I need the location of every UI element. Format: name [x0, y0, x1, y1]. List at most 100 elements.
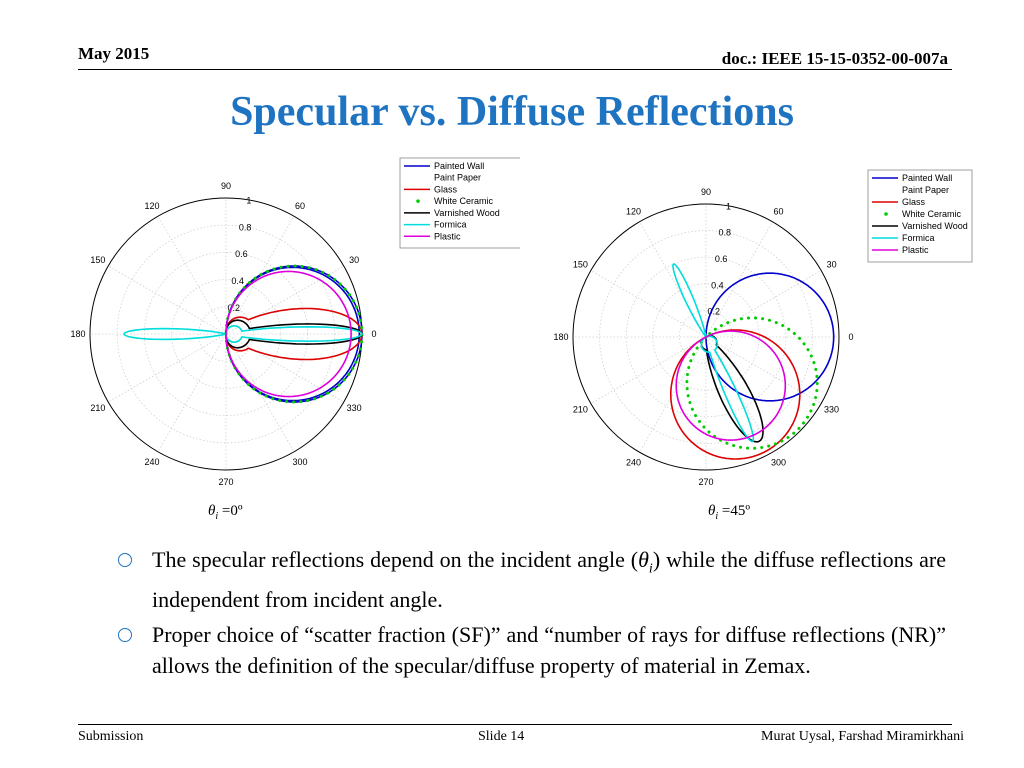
radial-tick-label: 0.4 — [711, 280, 724, 290]
legend-entry: Painted Wall — [902, 173, 952, 183]
angle-tick-label: 210 — [90, 403, 105, 413]
grid-spoke — [225, 265, 344, 335]
grid-circle — [198, 306, 254, 362]
radial-tick-label: 0.8 — [719, 228, 732, 238]
angle-tick-label: 300 — [292, 457, 307, 467]
legend-entry: Varnished Wood — [902, 221, 968, 231]
angle-tick-label: 330 — [347, 403, 362, 413]
angle-tick-label: 240 — [144, 457, 159, 467]
grid-circle — [625, 256, 787, 418]
caption-value: =45º — [721, 503, 751, 519]
polar-chart-incident-45: 0 30 60 90 120 150 180 210 240 270 300 330 0.2 0.4 0.6… — [553, 169, 973, 487]
footer-left: Submission — [78, 729, 144, 744]
grid-spoke — [590, 270, 707, 338]
angle-tick-label: 90 — [221, 181, 231, 191]
angle-tick-label: 150 — [573, 260, 588, 270]
grid-circle — [572, 203, 840, 471]
angle-tick-label: 240 — [626, 458, 641, 468]
bullet-1-sub: i — [648, 561, 653, 577]
angle-tick-label: 330 — [824, 405, 839, 415]
circle-bullet-icon — [118, 628, 132, 643]
grid-spoke — [705, 221, 773, 338]
legend-entry: Paint Paper — [434, 173, 481, 183]
angle-tick-label: 300 — [771, 458, 786, 468]
header-doc-id: doc.: IEEE 15-15-0352-00-007a — [721, 49, 948, 68]
grid-spoke — [639, 336, 707, 453]
angle-tick-label: 30 — [827, 260, 837, 270]
legend-entry: Plastic — [434, 231, 461, 241]
series-plastic — [225, 270, 352, 398]
grid-spoke — [705, 336, 822, 404]
radial-tick-label: 1 — [246, 195, 251, 205]
radial-tick-label: 0.8 — [239, 222, 252, 232]
grid-spoke — [108, 333, 227, 403]
radial-tick-label: 1 — [726, 201, 731, 211]
angle-tick-label: 0 — [371, 329, 376, 339]
grid-spoke — [225, 333, 344, 403]
angle-tick-label: 180 — [70, 329, 85, 339]
bullet-1-symbol: θ — [638, 547, 649, 572]
angle-tick-label: 180 — [553, 332, 568, 342]
angle-tick-label: 270 — [218, 477, 233, 487]
grid-spoke — [639, 221, 707, 338]
legend-entry: Glass — [434, 184, 458, 194]
legend-entry: Glass — [902, 197, 926, 207]
legend-box — [867, 169, 973, 263]
angle-tick-label: 120 — [144, 201, 159, 211]
legend-box — [399, 157, 520, 249]
bullet-1-post: ) while the diffuse reflections are inde… — [152, 547, 946, 613]
polar-chart-incident-0: 0 30 60 90 120 150 180 210 240 270 300 330 0.2 0.4 0.6… — [70, 157, 520, 487]
angle-tick-label: 270 — [698, 477, 713, 487]
grid-spoke — [705, 336, 773, 453]
header-date: May 2015 — [78, 44, 150, 63]
chart1-caption: θi =45º — [708, 503, 750, 522]
series-glass — [670, 329, 801, 460]
caption-sub: i — [215, 511, 219, 522]
radial-tick-label: 0.6 — [715, 254, 728, 264]
caption-symbol: θ — [708, 503, 716, 519]
caption-value: =0º — [221, 503, 243, 519]
angle-tick-label: 30 — [349, 255, 359, 265]
header-divider — [78, 69, 952, 70]
circle-bullet-icon — [118, 553, 132, 567]
angle-tick-label: 90 — [701, 187, 711, 197]
angle-tick-label: 60 — [295, 201, 305, 211]
grid-circle — [171, 279, 281, 389]
series-white-ceramic — [685, 316, 819, 450]
grid-spoke — [108, 265, 227, 335]
legend-entry: Formica — [434, 220, 467, 230]
radial-tick-label: 0.2 — [707, 307, 720, 317]
grid-circle — [678, 309, 733, 364]
legend-entry: Formica — [902, 233, 935, 243]
angle-tick-label: 210 — [573, 405, 588, 415]
bullet-2-text: Proper choice of “scatter fraction (SF)”… — [152, 622, 946, 679]
bullet-item-1: The specular reflections depend on the i… — [110, 544, 946, 615]
legend-entry: Plastic — [902, 245, 929, 255]
grid-spoke — [590, 336, 707, 404]
bullet-item-2: Proper choice of “scatter fraction (SF)”… — [110, 619, 946, 681]
legend-entry: Paint Paper — [902, 185, 949, 195]
angle-tick-label: 150 — [90, 255, 105, 265]
bullet-list: The specular reflections depend on the i… — [110, 544, 946, 685]
grid-spoke — [157, 216, 227, 335]
footer-slide-number: Slide 14 — [478, 729, 525, 744]
radial-tick-label: 0.2 — [228, 303, 241, 313]
legend-marker — [884, 212, 888, 216]
series-plastic — [675, 330, 787, 441]
chart0-caption: θi =0º — [208, 503, 243, 522]
caption-symbol: θ — [208, 503, 216, 519]
legend-entry: White Ceramic — [434, 196, 494, 206]
grid-spoke — [157, 333, 227, 452]
legend-entry: White Ceramic — [902, 209, 962, 219]
legend-marker — [416, 199, 420, 203]
footer-divider — [78, 724, 952, 725]
angle-tick-label: 60 — [773, 206, 783, 216]
radial-tick-label: 0.4 — [231, 276, 244, 286]
series-formica — [123, 325, 363, 343]
grid-spoke — [705, 270, 822, 338]
slide-title: Specular vs. Diffuse Reflections — [230, 89, 794, 135]
radial-tick-label: 0.6 — [235, 249, 248, 259]
legend-entry: Varnished Wood — [434, 208, 500, 218]
angle-tick-label: 0 — [848, 332, 853, 342]
footer-authors: Murat Uysal, Farshad Miramirkhani — [761, 729, 964, 744]
